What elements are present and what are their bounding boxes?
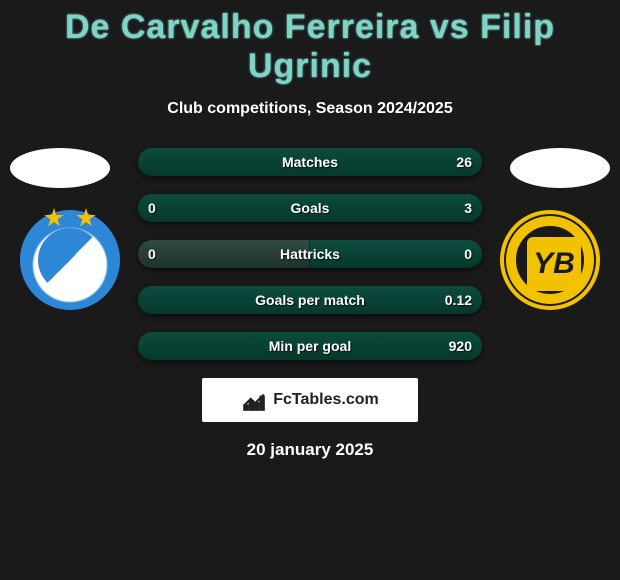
stat-label: Hattricks — [138, 240, 482, 268]
date-text: 20 january 2025 — [0, 440, 620, 460]
stat-bar: Goals0 3 — [138, 194, 482, 222]
team-logo-left-inner — [38, 228, 102, 292]
stat-label: Matches — [138, 148, 482, 176]
stat-value-left: 0 — [148, 240, 156, 268]
flag-left-placeholder — [10, 148, 110, 188]
stat-value-right: 0.12 — [445, 286, 472, 314]
stat-bar: Hattricks0 0 — [138, 240, 482, 268]
page-title: De Carvalho Ferreira vs Filip Ugrinic — [0, 0, 620, 86]
stat-bar: Goals per match0.12 — [138, 286, 482, 314]
comparison-panel: YB Matches26Goals03Hattricks00Goals per … — [0, 148, 620, 460]
stat-value-right: 0 — [464, 240, 472, 268]
stat-value-right: 920 — [449, 332, 472, 360]
team-logo-right: YB — [500, 210, 600, 310]
subtitle: Club competitions, Season 2024/2025 — [0, 100, 620, 118]
flag-right-placeholder — [510, 148, 610, 188]
stat-label: Min per goal — [138, 332, 482, 360]
brand-text: FcTables.com — [273, 391, 379, 409]
stat-label: Goals per match — [138, 286, 482, 314]
stat-value-left: 0 — [148, 194, 156, 222]
stat-bar: Matches26 — [138, 148, 482, 176]
stat-bars: Matches26Goals03Hattricks00Goals per mat… — [138, 148, 482, 360]
chart-icon — [241, 387, 267, 413]
team-logo-left — [20, 210, 120, 310]
brand-badge: FcTables.com — [202, 378, 418, 422]
stat-label: Goals — [138, 194, 482, 222]
stat-value-right: 26 — [456, 148, 472, 176]
stat-value-right: 3 — [464, 194, 472, 222]
stat-bar: Min per goal920 — [138, 332, 482, 360]
team-logo-right-text: YB — [527, 237, 581, 291]
